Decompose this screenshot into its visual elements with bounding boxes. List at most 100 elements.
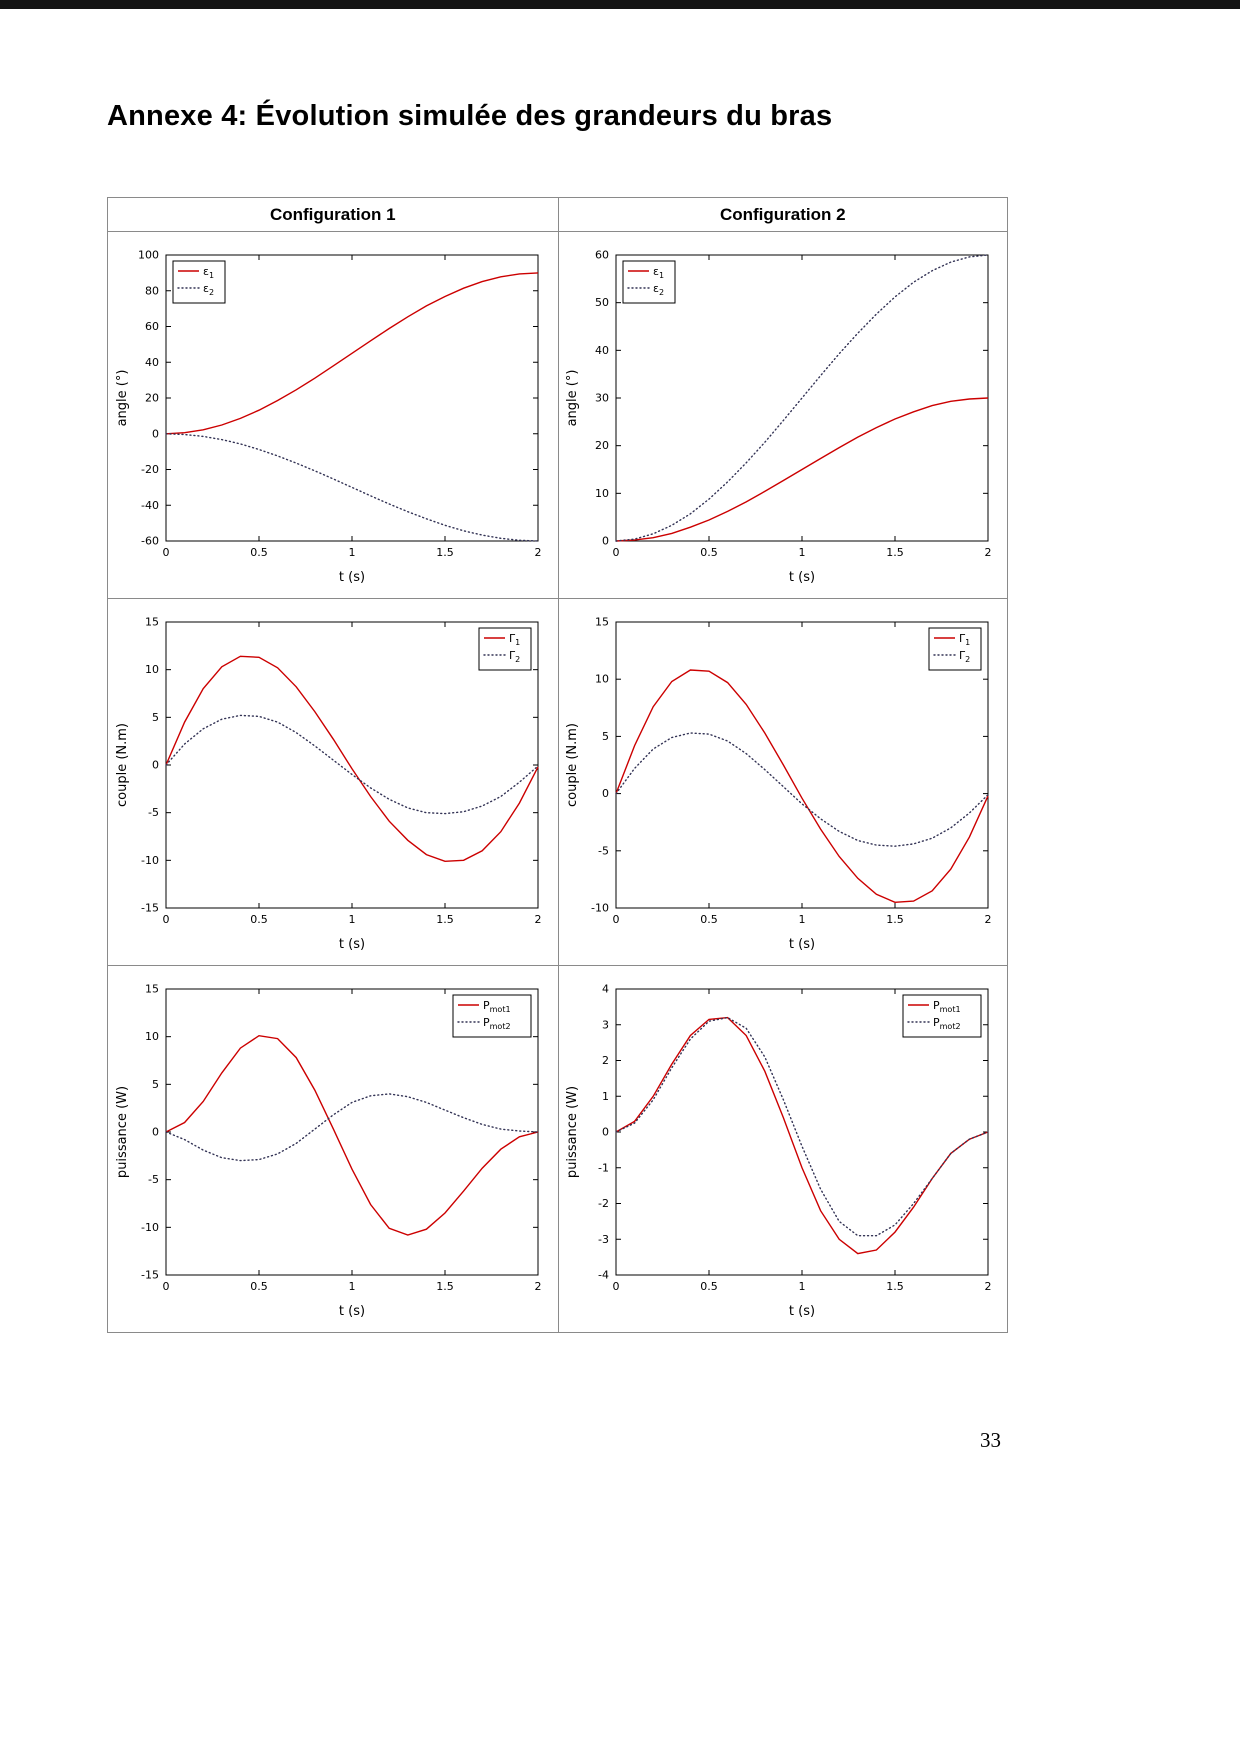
svg-text:-5: -5 bbox=[598, 844, 609, 857]
svg-text:-20: -20 bbox=[141, 463, 159, 476]
svg-text:2: 2 bbox=[534, 1280, 541, 1293]
svg-text:-5: -5 bbox=[148, 806, 159, 819]
svg-text:10: 10 bbox=[145, 663, 159, 676]
table-row-angle: 0 0.5 1 1.5 2 -60 -40 -20 0 20 40 60 80 100 t (s) angle… bbox=[108, 232, 1007, 599]
chart-config1-angle: 0 0.5 1 1.5 2 -60 -40 -20 0 20 40 60 80 100 t (s) angle… bbox=[112, 241, 554, 589]
svg-text:t (s): t (s) bbox=[789, 1304, 815, 1319]
cell-config2-couple: 0 0.5 1 1.5 2 -10 -5 0 5 10 15 t (s) couple (N.m) Γ1 Γ… bbox=[557, 599, 1007, 965]
svg-text:-15: -15 bbox=[141, 902, 159, 915]
svg-text:2: 2 bbox=[534, 913, 541, 926]
svg-text:-15: -15 bbox=[141, 1269, 159, 1282]
svg-text:60: 60 bbox=[595, 249, 609, 262]
svg-text:0: 0 bbox=[602, 1126, 609, 1139]
svg-text:t (s): t (s) bbox=[339, 570, 365, 585]
svg-text:50: 50 bbox=[595, 296, 609, 309]
svg-text:-60: -60 bbox=[141, 535, 159, 548]
svg-text:0: 0 bbox=[162, 913, 169, 926]
svg-text:couple (N.m): couple (N.m) bbox=[115, 723, 130, 807]
svg-text:30: 30 bbox=[595, 392, 609, 405]
svg-text:1: 1 bbox=[798, 913, 805, 926]
svg-text:1.5: 1.5 bbox=[886, 913, 904, 926]
chart-canvas: 0 0.5 1 1.5 2 -15 -10 -5 0 5 10 15 t (s) couple (N.m)… bbox=[115, 616, 542, 953]
svg-text:0: 0 bbox=[602, 787, 609, 800]
svg-text:1.5: 1.5 bbox=[436, 546, 454, 559]
svg-text:-5: -5 bbox=[148, 1173, 159, 1186]
svg-text:1: 1 bbox=[348, 1280, 355, 1293]
cell-config2-angle: 0 0.5 1 1.5 2 0 10 20 30 40 50 60 t (s) angle (°) ε1 ε2 bbox=[557, 232, 1007, 598]
svg-text:40: 40 bbox=[595, 344, 609, 357]
svg-text:1: 1 bbox=[348, 913, 355, 926]
svg-text:-4: -4 bbox=[598, 1269, 609, 1282]
chart-canvas: 0 0.5 1 1.5 2 -60 -40 -20 0 20 40 60 80 100 t (s) angle… bbox=[115, 249, 542, 586]
chart-canvas: 0 0.5 1 1.5 2 -15 -10 -5 0 5 10 15 t (s) puissance (W… bbox=[115, 983, 542, 1320]
svg-text:1.5: 1.5 bbox=[886, 1280, 904, 1293]
svg-text:-10: -10 bbox=[141, 1221, 159, 1234]
cell-config1-angle: 0 0.5 1 1.5 2 -60 -40 -20 0 20 40 60 80 100 t (s) angle… bbox=[108, 232, 558, 598]
page-title: Annexe 4: Évolution simulée des grandeur… bbox=[107, 100, 833, 132]
chart-config2-puissance: 0 0.5 1 1.5 2 -4 -3 -2 -1 0 1 2 3 4 t (s) puissance (W)… bbox=[562, 975, 1004, 1323]
svg-text:0.5: 0.5 bbox=[700, 546, 718, 559]
svg-text:0.5: 0.5 bbox=[700, 1280, 718, 1293]
svg-text:ε1: ε1 bbox=[653, 265, 664, 280]
svg-text:0: 0 bbox=[612, 913, 619, 926]
svg-text:5: 5 bbox=[602, 730, 609, 743]
svg-text:80: 80 bbox=[145, 284, 159, 297]
svg-text:0.5: 0.5 bbox=[250, 913, 268, 926]
svg-text:ε1: ε1 bbox=[203, 265, 214, 280]
configurations-table: Configuration 1 Configuration 2 0 0.5 1 1.5… bbox=[107, 197, 1008, 1333]
svg-text:-2: -2 bbox=[598, 1197, 609, 1210]
svg-text:ε2: ε2 bbox=[653, 282, 664, 297]
cell-config2-puissance: 0 0.5 1 1.5 2 -4 -3 -2 -1 0 1 2 3 4 t (s) puissance (W)… bbox=[557, 966, 1007, 1332]
svg-text:0: 0 bbox=[602, 535, 609, 548]
svg-text:20: 20 bbox=[145, 392, 159, 405]
cell-config1-puissance: 0 0.5 1 1.5 2 -15 -10 -5 0 5 10 15 t (s) puissance (W… bbox=[108, 966, 558, 1332]
svg-text:1: 1 bbox=[348, 546, 355, 559]
chart-config2-couple: 0 0.5 1 1.5 2 -10 -5 0 5 10 15 t (s) couple (N.m) Γ1 Γ… bbox=[562, 608, 1004, 956]
chart-config1-puissance: 0 0.5 1 1.5 2 -15 -10 -5 0 5 10 15 t (s) puissance (W… bbox=[112, 975, 554, 1323]
svg-text:1.5: 1.5 bbox=[436, 913, 454, 926]
svg-text:Γ2: Γ2 bbox=[959, 649, 970, 664]
svg-text:0.5: 0.5 bbox=[250, 546, 268, 559]
svg-text:-1: -1 bbox=[598, 1161, 609, 1174]
svg-text:4: 4 bbox=[602, 983, 609, 996]
column-header-config2: Configuration 2 bbox=[557, 198, 1008, 231]
column-header-config1: Configuration 1 bbox=[269, 205, 396, 224]
svg-text:1: 1 bbox=[602, 1090, 609, 1103]
svg-text:couple (N.m): couple (N.m) bbox=[565, 723, 580, 807]
svg-text:0.5: 0.5 bbox=[250, 1280, 268, 1293]
svg-text:15: 15 bbox=[145, 616, 159, 629]
svg-text:Γ1: Γ1 bbox=[509, 632, 520, 647]
svg-text:2: 2 bbox=[534, 546, 541, 559]
svg-text:1: 1 bbox=[798, 546, 805, 559]
scan-artifact-bar bbox=[0, 0, 1240, 9]
svg-text:-40: -40 bbox=[141, 499, 159, 512]
svg-text:5: 5 bbox=[152, 711, 159, 724]
svg-text:15: 15 bbox=[595, 616, 609, 629]
svg-text:0: 0 bbox=[612, 1280, 619, 1293]
svg-text:ε2: ε2 bbox=[203, 282, 214, 297]
svg-text:puissance (W): puissance (W) bbox=[115, 1086, 130, 1178]
svg-text:10: 10 bbox=[145, 1030, 159, 1043]
svg-text:Γ1: Γ1 bbox=[959, 632, 970, 647]
svg-text:t (s): t (s) bbox=[339, 937, 365, 952]
svg-text:0: 0 bbox=[152, 1126, 159, 1139]
svg-text:angle (°): angle (°) bbox=[115, 370, 130, 427]
page-number: 33 bbox=[980, 1428, 1001, 1452]
svg-text:t (s): t (s) bbox=[789, 570, 815, 585]
svg-text:2: 2 bbox=[984, 913, 991, 926]
svg-text:puissance (W): puissance (W) bbox=[565, 1086, 580, 1178]
svg-text:10: 10 bbox=[595, 487, 609, 500]
svg-text:60: 60 bbox=[145, 320, 159, 333]
cell-config1-couple: 0 0.5 1 1.5 2 -15 -10 -5 0 5 10 15 t (s) couple (N.m)… bbox=[108, 599, 558, 965]
svg-text:-3: -3 bbox=[598, 1233, 609, 1246]
svg-text:5: 5 bbox=[152, 1078, 159, 1091]
svg-text:100: 100 bbox=[138, 249, 159, 262]
svg-text:t (s): t (s) bbox=[339, 1304, 365, 1319]
svg-text:-10: -10 bbox=[141, 854, 159, 867]
svg-text:2: 2 bbox=[602, 1054, 609, 1067]
chart-config1-couple: 0 0.5 1 1.5 2 -15 -10 -5 0 5 10 15 t (s) couple (N.m)… bbox=[112, 608, 554, 956]
svg-text:0: 0 bbox=[152, 759, 159, 772]
svg-text:20: 20 bbox=[595, 439, 609, 452]
chart-canvas: 0 0.5 1 1.5 2 -10 -5 0 5 10 15 t (s) couple (N.m) Γ1 Γ… bbox=[565, 616, 992, 953]
svg-text:t (s): t (s) bbox=[789, 937, 815, 952]
